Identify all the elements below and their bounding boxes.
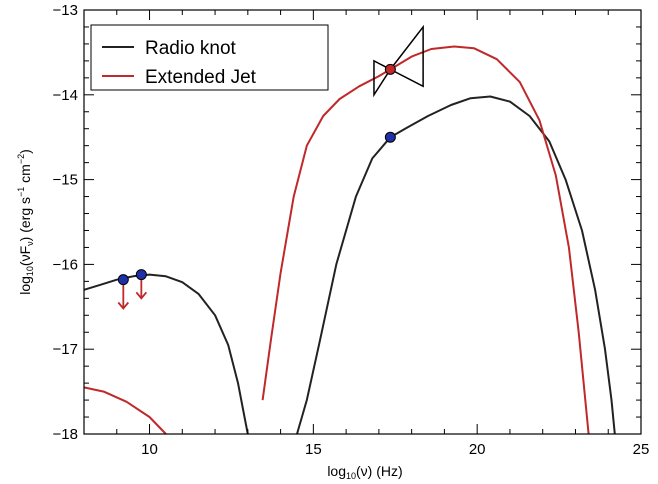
y-tick-label: −15	[53, 172, 78, 189]
series-1-segment-0	[83, 386, 167, 435]
x-axis-label: log10(ν) (Hz)	[327, 463, 402, 481]
x-tick-label: 20	[469, 441, 486, 458]
upper-limit-arrowhead-0	[117, 301, 130, 310]
plot-frame	[83, 9, 642, 435]
xray-bowtie	[373, 24, 424, 98]
data-point-3	[384, 63, 396, 75]
data-point-1	[135, 269, 147, 281]
legend: Radio knot Extended Jet	[90, 24, 329, 91]
y-axis-label: log10(νFν) (erg s−1 cm−2)	[16, 149, 35, 295]
legend-label-radio-knot: Radio knot	[145, 38, 237, 59]
marker-layer	[117, 24, 424, 310]
curve-layer	[83, 45, 616, 435]
legend-label-extended-jet: Extended Jet	[145, 67, 257, 88]
series-0-segment-1	[296, 95, 616, 435]
data-point-0	[117, 274, 129, 286]
y-tick-label: −17	[53, 341, 78, 358]
x-tick-label: 25	[633, 441, 650, 458]
series-0-segment-0	[83, 273, 249, 435]
y-tick-label: −13	[53, 2, 78, 19]
upper-limit-arrowhead-1	[135, 291, 148, 300]
x-tick-label: 10	[141, 441, 158, 458]
tick-layer: 10 15 20 25 −18 −17 −16 −15 −14 −13	[53, 2, 650, 458]
series-1-segment-1	[261, 45, 590, 435]
y-tick-label: −16	[53, 256, 78, 273]
y-tick-label: −18	[53, 426, 78, 443]
data-point-2	[384, 131, 396, 143]
y-tick-label: −14	[53, 87, 78, 104]
x-tick-label: 15	[305, 441, 322, 458]
